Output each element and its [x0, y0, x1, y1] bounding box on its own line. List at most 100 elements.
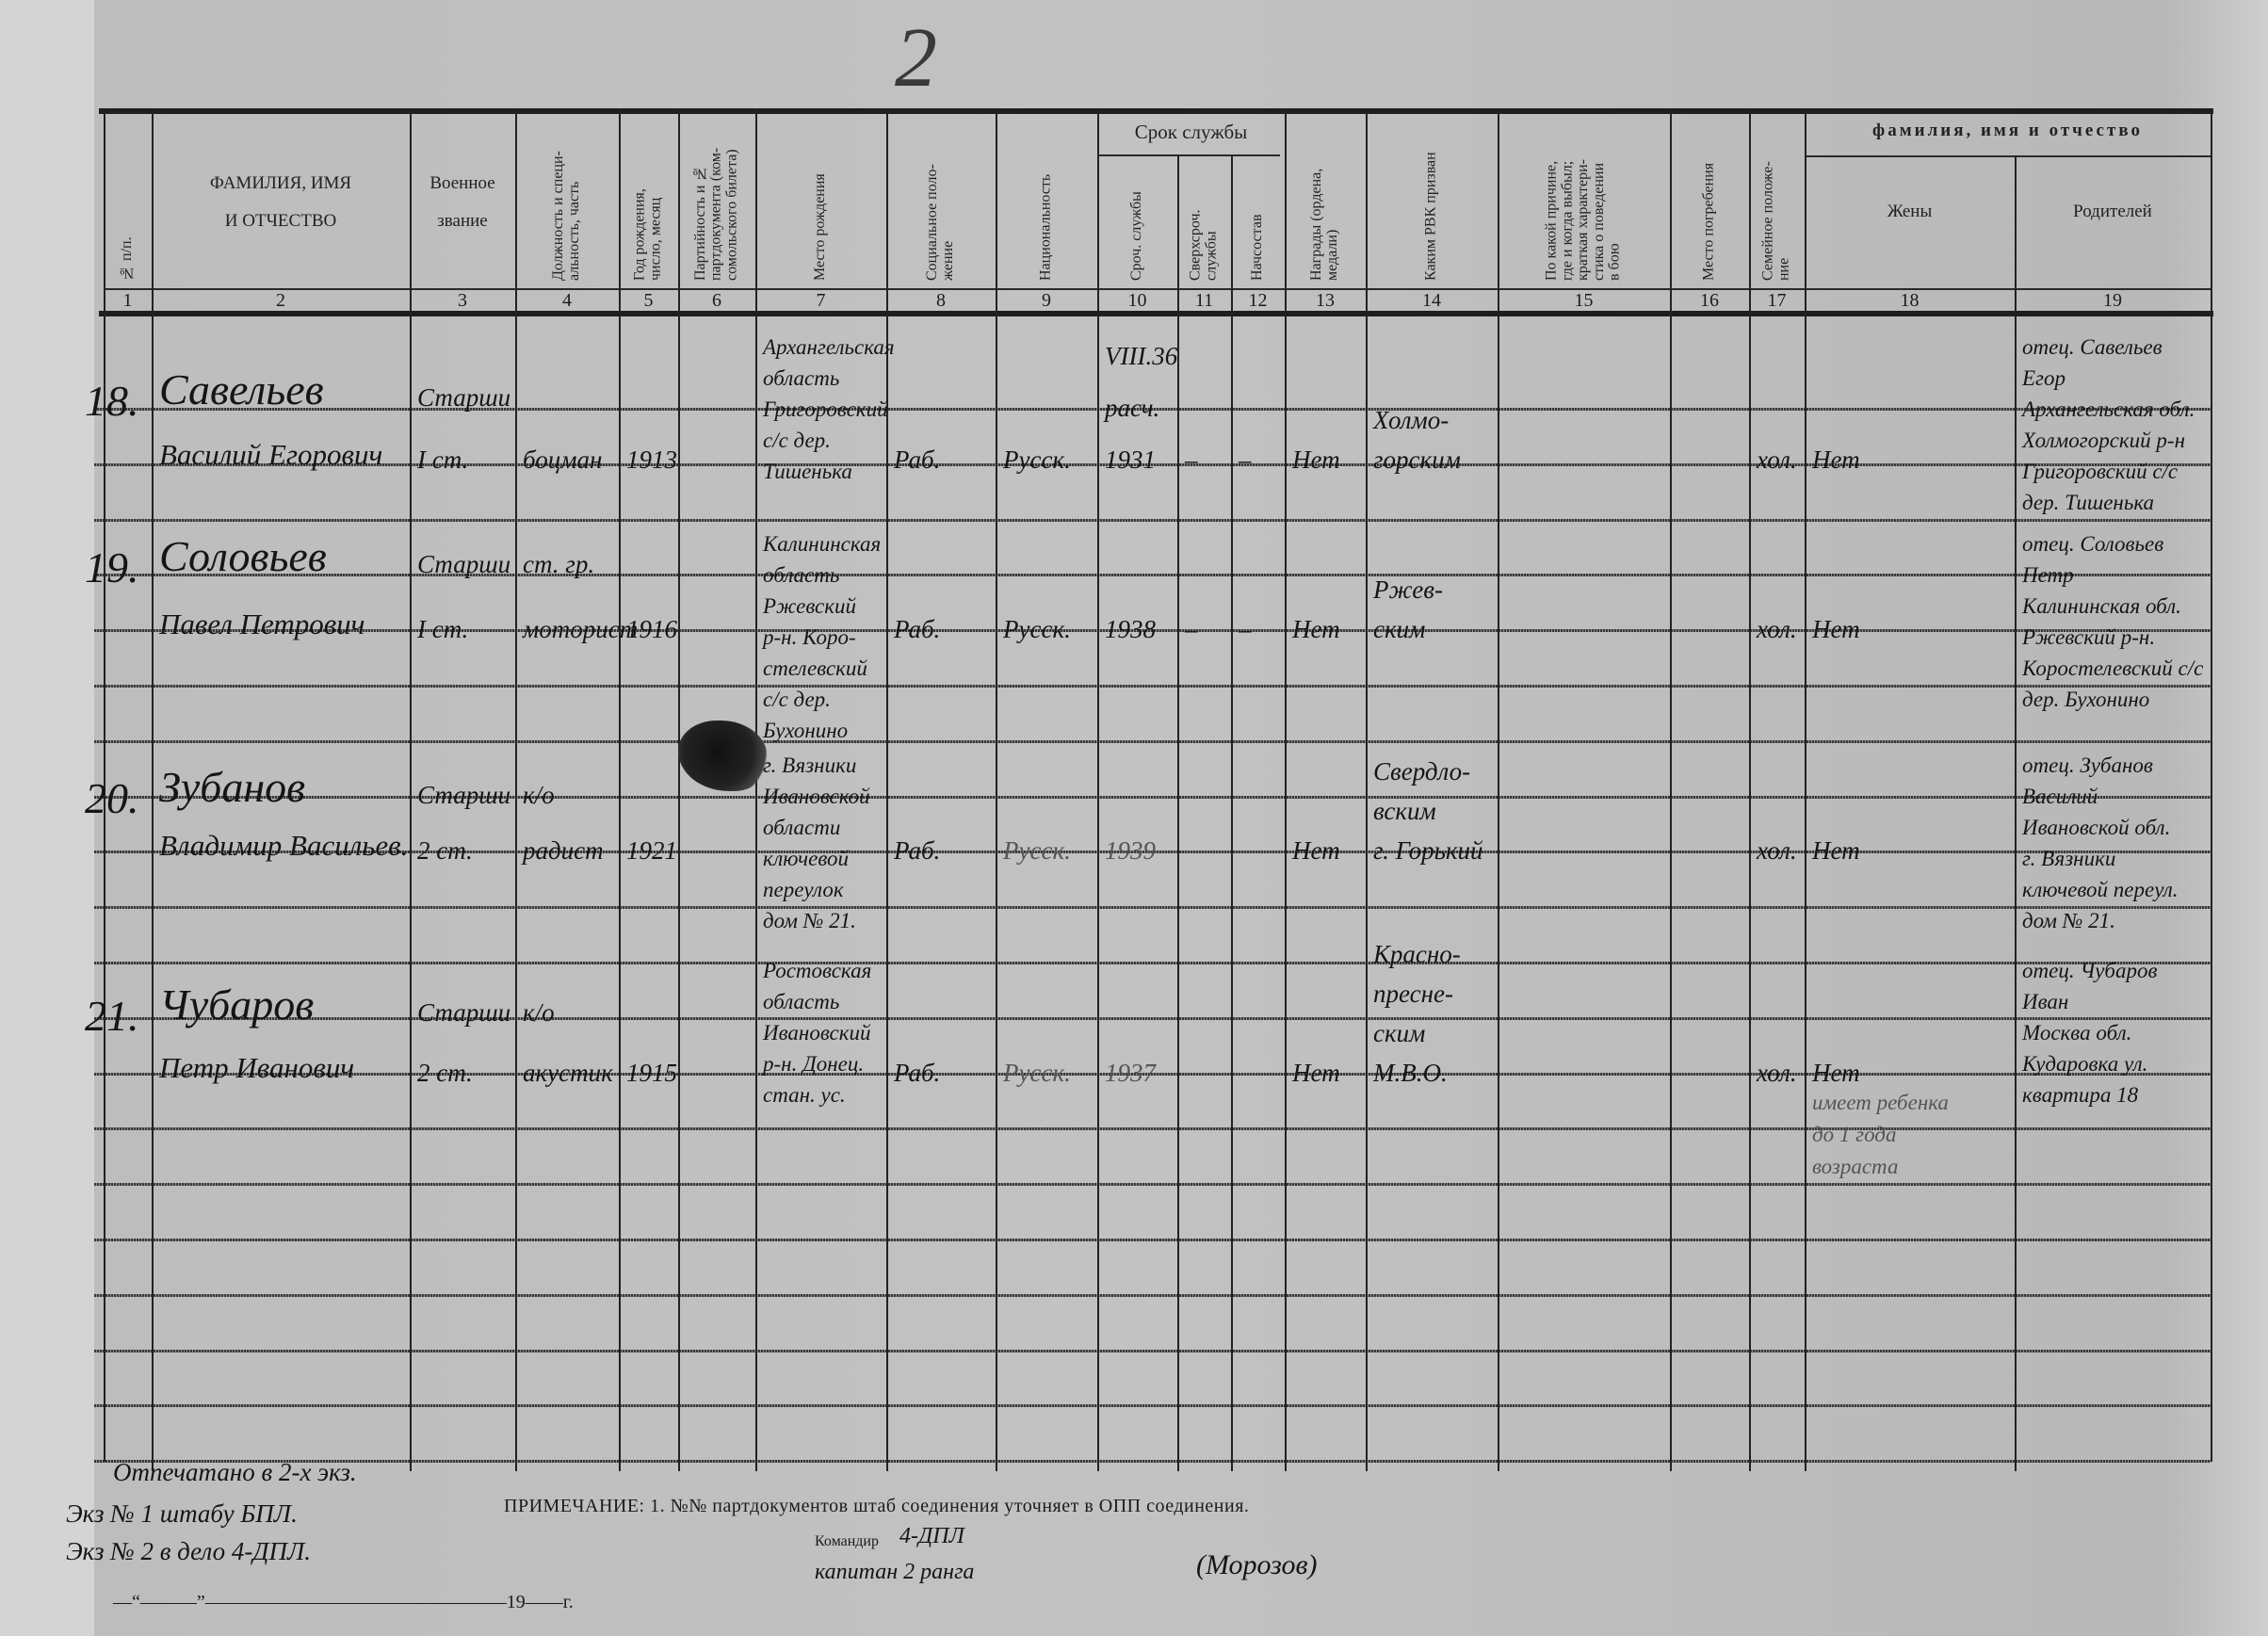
entry-col-2-text: Чубаров: [159, 980, 315, 1029]
entry-col-19-text: ключевой переул.: [2022, 878, 2179, 901]
entry-col-19-text: Москва обл.: [2022, 1021, 2132, 1045]
entry-col-4-text: радист: [523, 836, 604, 865]
entry-col-19-text: Егор: [2022, 366, 2066, 390]
entry-col-18-text: Нет: [1812, 615, 1860, 643]
column-divider: [1097, 108, 1099, 1471]
column-header-5: Год рождения, число, месяц: [631, 188, 664, 281]
entry-col-7-text: г. Вязники: [763, 753, 857, 777]
entry-col-19-text: Иван: [2022, 990, 2069, 1013]
entry-col-2-text: Василий Егорович: [159, 438, 383, 471]
entry-col-7-text: Ростовская: [763, 959, 872, 982]
entry-col-18-text: Нет: [1812, 1059, 1860, 1087]
commander-rank: капитан 2 ранга: [815, 1560, 975, 1584]
entry-col-19-text: Петр: [2022, 563, 2074, 587]
column-header-10: Сроч. службы: [1128, 191, 1145, 281]
entry-col-3-text: 2 ст.: [417, 836, 473, 865]
column-number: 8: [936, 290, 946, 311]
entry-col-14-text: Свердло-: [1373, 757, 1471, 786]
copies-line: Экз № 2 в дело 4-ДПЛ.: [66, 1537, 312, 1565]
entry-col-5-text: 1915: [626, 1059, 677, 1087]
entry-col-3-text: 2 ст.: [417, 1059, 473, 1087]
entry-col-7-text: Тишенька: [763, 460, 852, 483]
column-number: 13: [1316, 290, 1335, 311]
entry-col-17-text: хол.: [1757, 1059, 1797, 1087]
column-number: 14: [1422, 290, 1441, 311]
entry-col-19-text: дом № 21.: [2022, 909, 2115, 932]
entry-col-11-text: –: [1185, 445, 1198, 474]
entry-col-7-text: области: [763, 816, 841, 839]
header-top-rule: [99, 108, 2213, 114]
column-header-8: Социальное поло- жение: [924, 164, 956, 281]
entry-col-1-text: 19.: [85, 543, 139, 591]
entry-col-12-text: –: [1239, 445, 1252, 474]
entry-col-12-text: –: [1239, 615, 1252, 643]
entry-col-14-text: вским: [1373, 797, 1436, 825]
signature: (Морозов): [1196, 1549, 1318, 1580]
entry-col-19-text: дер. Тишенька: [2022, 491, 2154, 514]
column-header-18: Жены: [1887, 202, 1933, 221]
entry-col-18-text: имеет ребенка: [1812, 1091, 1949, 1114]
entry-col-4-text: акустик: [523, 1059, 613, 1087]
column-header-13: Награды (ордена, медали): [1308, 168, 1340, 281]
entry-col-7-text: стан. ус.: [763, 1083, 846, 1107]
column-divider: [1366, 108, 1368, 1471]
entry-col-14-text: Ржев-: [1373, 575, 1443, 604]
ruled-line: [94, 408, 2211, 411]
column-number: 4: [562, 290, 572, 311]
ruled-line: [94, 574, 2211, 577]
ruled-line: [94, 1293, 2211, 1297]
entry-col-18-text: Нет: [1812, 836, 1860, 865]
entry-col-17-text: хол.: [1757, 445, 1797, 474]
entry-col-19-text: Ржевский р-н.: [2022, 625, 2156, 649]
entry-col-13-text: Нет: [1292, 615, 1340, 643]
entry-col-9-text: Русск.: [1003, 615, 1071, 643]
entry-col-10-text: расч.: [1105, 394, 1160, 422]
entry-col-4-text: боцман: [523, 445, 603, 474]
entry-col-17-text: хол.: [1757, 836, 1797, 865]
entry-col-14-text: Холмо-: [1373, 406, 1450, 434]
entry-col-7-text: область: [763, 366, 840, 390]
entry-col-19-text: Холмогорский р-н: [2022, 429, 2185, 452]
header-bottom-rule: [99, 311, 2213, 316]
entry-col-18-text: до 1 года: [1812, 1123, 1897, 1146]
entry-col-1-text: 21.: [85, 992, 139, 1040]
ruled-line: [94, 518, 2211, 522]
ruled-line: [94, 1127, 2211, 1131]
column-number: 6: [712, 290, 721, 311]
column-divider: [515, 108, 517, 1471]
entry-col-7-text: область: [763, 990, 840, 1013]
column-number: 3: [458, 290, 467, 311]
entry-col-2-text: Владимир Васильев.: [159, 829, 409, 862]
column-header-15: По какой причине, где и когда выбыл; кра…: [1543, 159, 1623, 281]
entry-col-7-text: переулок: [763, 878, 844, 901]
entry-col-4-text: к/о: [523, 781, 555, 809]
column-number: 16: [1700, 290, 1719, 311]
entry-col-7-text: Ржевский: [763, 594, 856, 618]
entry-col-3-text: I ст.: [417, 445, 469, 474]
entry-col-19-text: Кударовка ул.: [2022, 1052, 2148, 1076]
column-divider: [1285, 108, 1287, 1471]
column-number: 1: [122, 290, 133, 311]
ruled-line: [94, 906, 2211, 910]
column-divider: [1670, 108, 1672, 1471]
entry-col-7-text: стелевский: [763, 656, 867, 680]
entry-col-7-text: р-н. Донец.: [763, 1052, 865, 1076]
ruled-line: [94, 462, 2211, 466]
ruled-line: [94, 850, 2211, 854]
column-number: 9: [1042, 290, 1051, 311]
commander-unit: 4-ДПЛ: [899, 1524, 964, 1548]
entry-col-17-text: хол.: [1757, 615, 1797, 643]
entry-col-14-text: ским: [1373, 615, 1426, 643]
column-header-19: Родителей: [2073, 202, 2152, 221]
entry-col-19-text: отец. Зубанов: [2022, 753, 2153, 777]
entry-col-13-text: Нет: [1292, 836, 1340, 865]
entry-col-7-text: ключевой: [763, 847, 850, 870]
entry-col-1-text: 20.: [85, 774, 139, 822]
service-group-header: Срок службы: [1134, 121, 1248, 143]
ruled-line: [94, 1239, 2211, 1241]
column-header-12: Начсостав: [1249, 214, 1266, 281]
entry-col-5-text: 1913: [626, 445, 677, 474]
entry-col-19-text: отец. Соловьев: [2022, 532, 2164, 556]
entry-col-18-text: Нет: [1812, 445, 1860, 474]
column-divider: [755, 108, 757, 1471]
